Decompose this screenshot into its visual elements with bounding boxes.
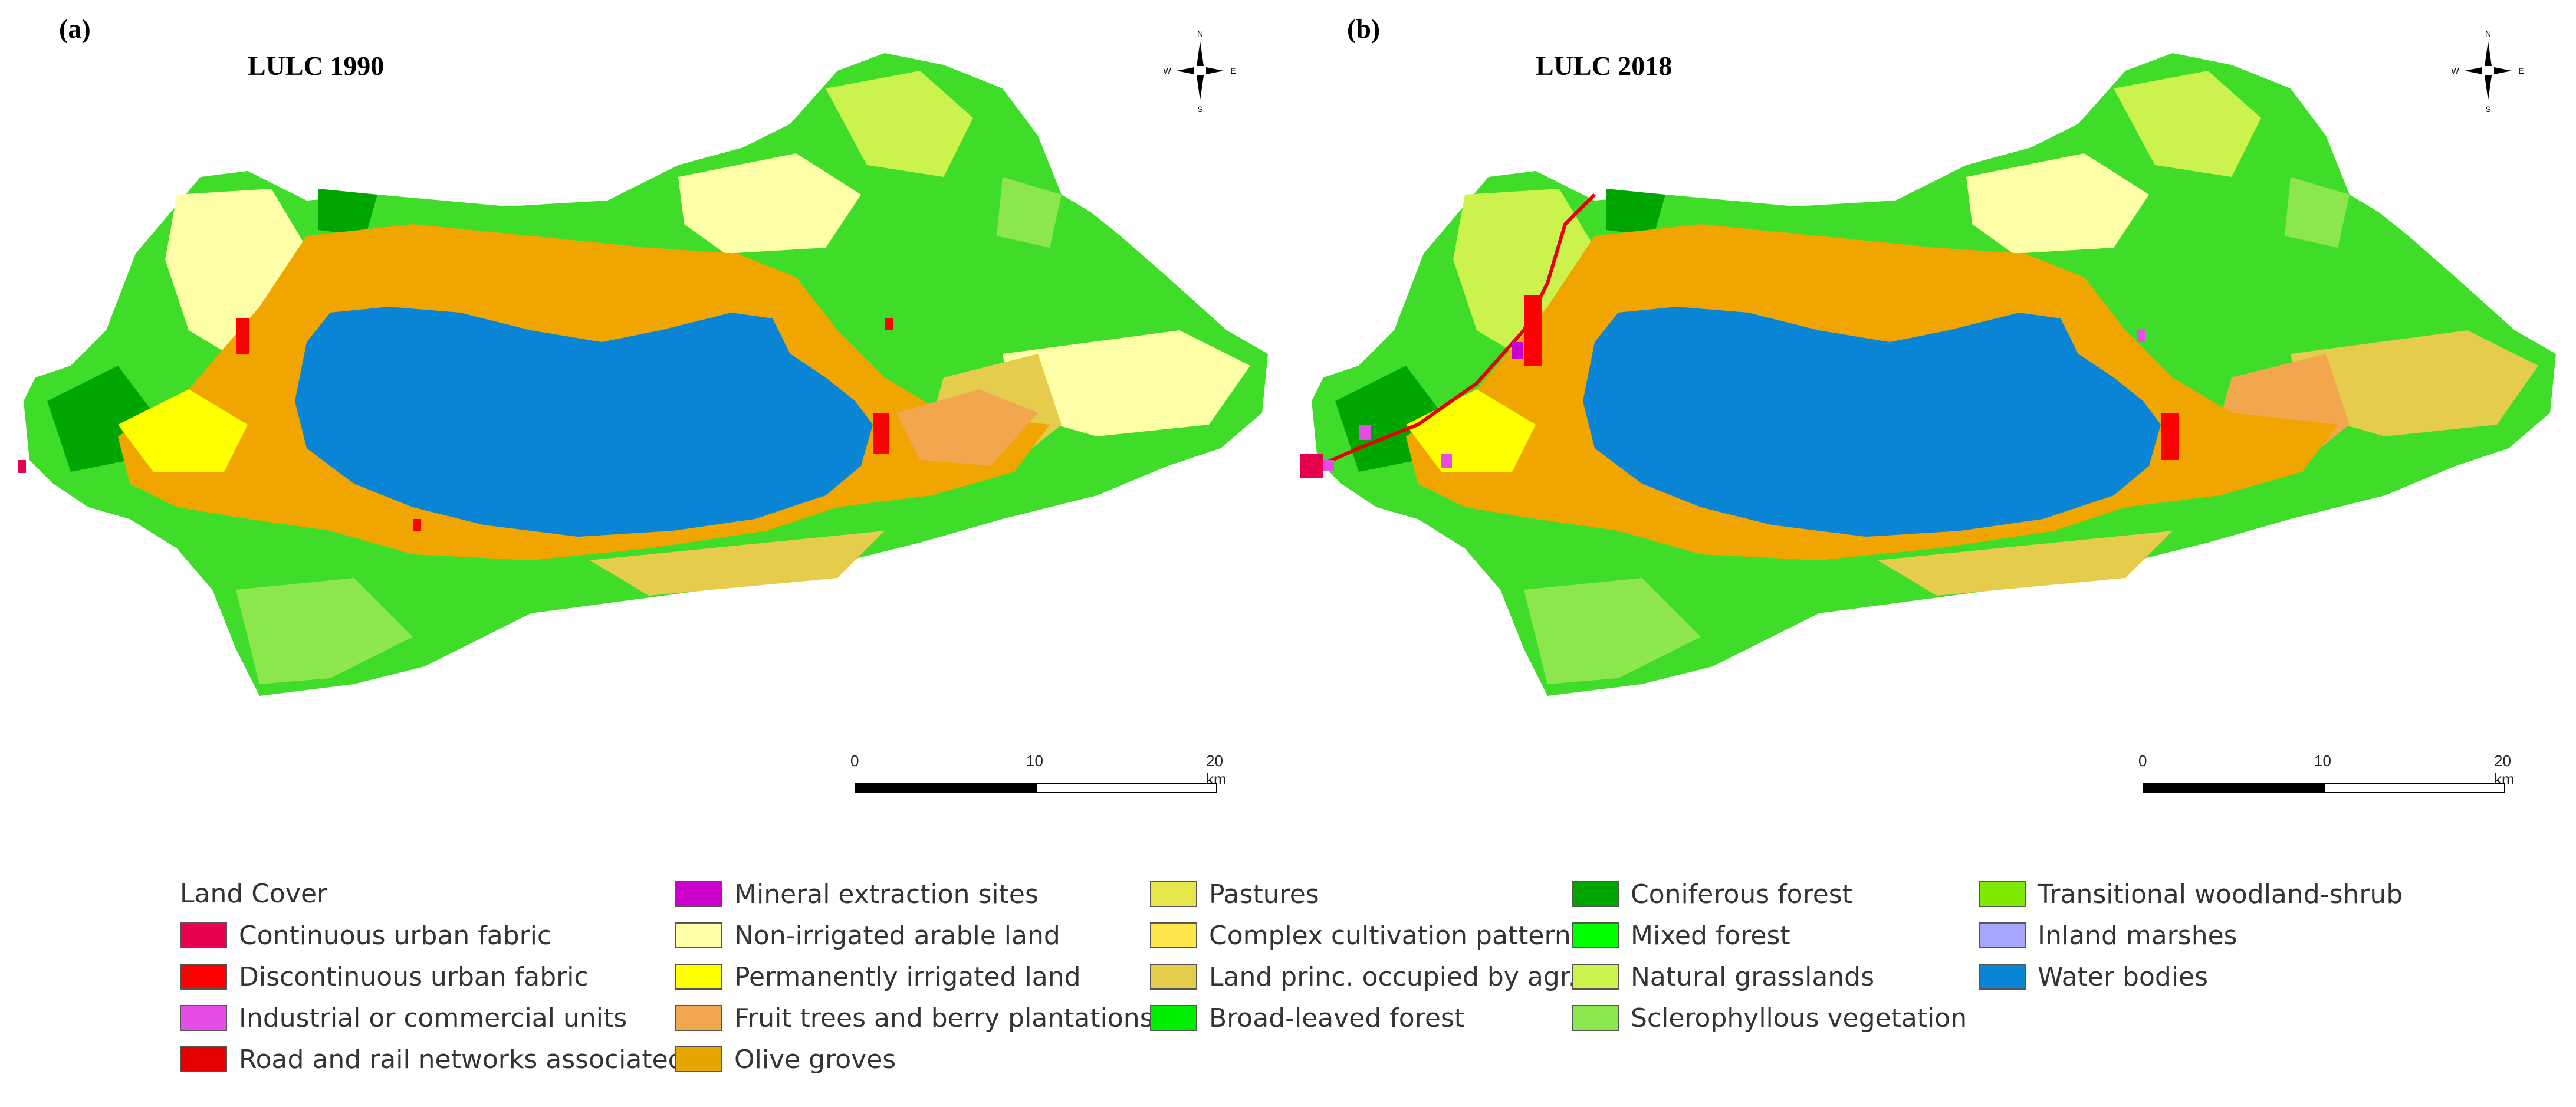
scale-segment-dark — [855, 783, 1037, 793]
map-panel-2018: (b) LULC 2018 N S W E 0 10 20 km — [1288, 0, 2576, 796]
legend-item: Transitional woodland-shrub — [1979, 879, 2403, 909]
panel-letter: (a) — [59, 14, 91, 44]
legend-swatch — [1150, 964, 1197, 990]
legend-label: Continuous urban fabric — [239, 920, 552, 951]
legend-label: Broad-leaved forest — [1209, 1003, 1465, 1033]
legend: Land Cover Continuous urban fabric Disco… — [180, 879, 2480, 1091]
legend-label: Fruit trees and berry plantations — [734, 1003, 1154, 1033]
legend-label: Non-irrigated arable land — [734, 920, 1060, 951]
scale-tick: 0 — [2138, 752, 2147, 770]
legend-swatch — [675, 1046, 722, 1072]
legend-label: Mixed forest — [1631, 920, 1790, 951]
legend-swatch — [675, 922, 722, 948]
legend-swatch — [675, 1005, 722, 1031]
legend-swatch — [675, 964, 722, 990]
legend-swatch — [675, 881, 722, 907]
legend-label: Natural grasslands — [1631, 961, 1875, 992]
scale-tick: 10 — [1026, 752, 1043, 770]
scale-bar: 0 10 20 km — [2138, 752, 2521, 799]
legend-item: Natural grasslands — [1572, 961, 1874, 992]
scale-tick: 10 — [2314, 752, 2331, 770]
legend-swatch — [180, 922, 227, 948]
legend-item: Discontinuous urban fabric — [180, 961, 589, 992]
legend-item: Water bodies — [1979, 961, 2208, 992]
legend-swatch — [1979, 922, 2026, 948]
legend-item: Broad-leaved forest — [1150, 1003, 1464, 1033]
legend-item: Sclerophyllous vegetation — [1572, 1003, 1967, 1033]
legend-swatch — [180, 964, 227, 990]
legend-item: Continuous urban fabric — [180, 920, 551, 951]
map-title: LULC 2018 — [1536, 51, 1673, 81]
legend-label: Mineral extraction sites — [734, 879, 1039, 909]
legend-item: Coniferous forest — [1572, 879, 1852, 909]
legend-item: Road and rail networks associated — [180, 1044, 685, 1075]
compass-n: N — [2485, 29, 2491, 38]
legend-label: Sclerophyllous vegetation — [1631, 1003, 1967, 1033]
legend-swatch — [1150, 881, 1197, 907]
legend-title: Land Cover — [180, 879, 328, 909]
compass-s: S — [1197, 104, 1202, 114]
legend-label: Complex cultivation patterns — [1209, 920, 1585, 951]
compass-e: E — [1230, 66, 1236, 75]
north-arrow-icon: N S W E — [2451, 29, 2524, 114]
legend-swatch — [1979, 964, 2026, 990]
legend-label: Permanently irrigated land — [734, 961, 1081, 992]
legend-item: Mineral extraction sites — [675, 879, 1039, 909]
legend-item: Inland marshes — [1979, 920, 2237, 951]
panel-letter: (b) — [1347, 14, 1381, 44]
legend-label: Olive groves — [734, 1044, 896, 1075]
scale-segment-light — [2324, 783, 2505, 793]
legend-label: Land princ. occupied by agr. — [1209, 961, 1576, 992]
legend-swatch — [1150, 1005, 1197, 1031]
legend-swatch — [1572, 1005, 1619, 1031]
scale-tick: 0 — [850, 752, 859, 770]
legend-label: Pastures — [1209, 879, 1319, 909]
scale-tick: 20 km — [1206, 752, 1227, 788]
map-title: LULC 1990 — [248, 51, 385, 81]
map-panel-1990: (a) LULC 1990 N S W E 0 10 20 km — [0, 0, 1288, 796]
compass-n: N — [1197, 29, 1203, 38]
legend-label: Water bodies — [2038, 961, 2209, 992]
legend-item: Non-irrigated arable land — [675, 920, 1060, 951]
compass-e: E — [2518, 66, 2524, 75]
north-arrow-icon: N S W E — [1163, 29, 1236, 114]
legend-item: Permanently irrigated land — [675, 961, 1081, 992]
legend-swatch — [180, 1046, 227, 1072]
lulc-map-2018 — [1300, 53, 2556, 696]
legend-label: Transitional woodland-shrub — [2038, 879, 2403, 909]
legend-label: Road and rail networks associated — [239, 1044, 685, 1075]
legend-swatch — [1572, 964, 1619, 990]
legend-label: Coniferous forest — [1631, 879, 1852, 909]
legend-item: Pastures — [1150, 879, 1319, 909]
compass-w: W — [2451, 66, 2459, 75]
legend-item: Industrial or commercial units — [180, 1003, 627, 1033]
legend-item: Fruit trees and berry plantations — [675, 1003, 1154, 1033]
scale-segment-dark — [2143, 783, 2325, 793]
legend-item: Olive groves — [675, 1044, 896, 1075]
scale-segment-light — [1036, 783, 1217, 793]
scale-bar: 0 10 20 km — [850, 752, 1233, 799]
legend-item: Complex cultivation patterns — [1150, 920, 1585, 951]
legend-swatch — [1979, 881, 2026, 907]
legend-label: Industrial or commercial units — [239, 1003, 627, 1033]
compass-s: S — [2485, 104, 2490, 114]
legend-swatch — [1150, 922, 1197, 948]
legend-item: Mixed forest — [1572, 920, 1790, 951]
compass-w: W — [1163, 66, 1171, 75]
legend-label: Discontinuous urban fabric — [239, 961, 589, 992]
legend-label: Inland marshes — [2038, 920, 2237, 951]
legend-swatch — [180, 1005, 227, 1031]
lulc-map-1990 — [18, 53, 1268, 696]
legend-item: Land princ. occupied by agr. — [1150, 961, 1576, 992]
legend-swatch — [1572, 881, 1619, 907]
legend-swatch — [1572, 922, 1619, 948]
